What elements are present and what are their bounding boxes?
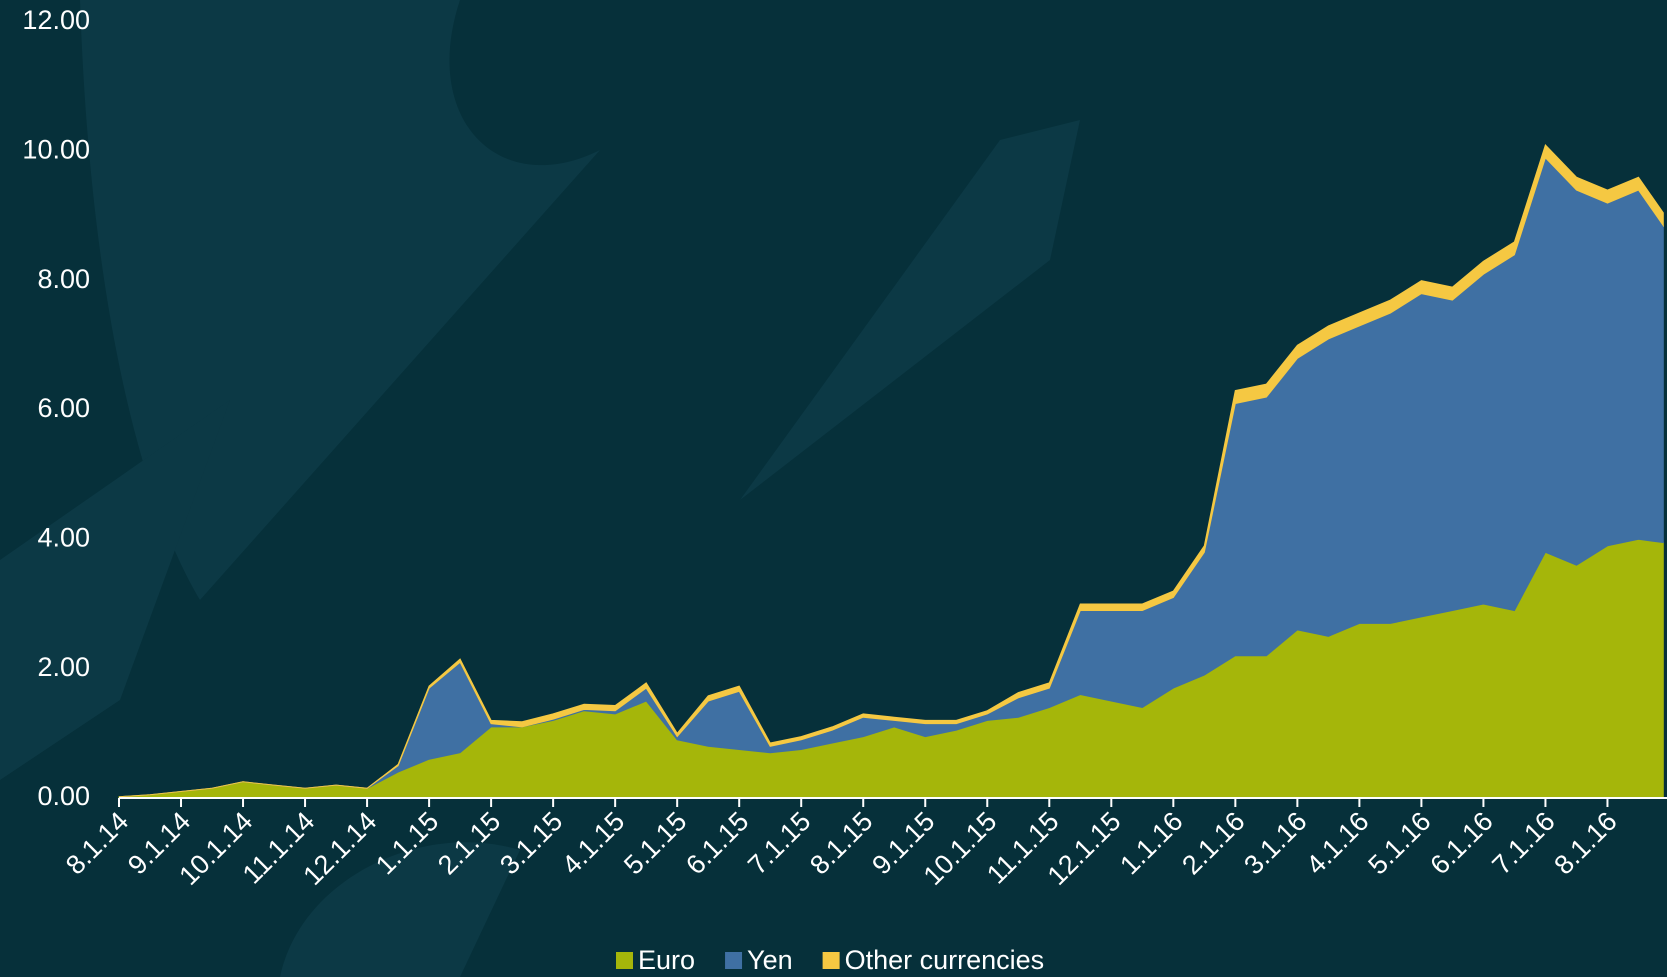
legend-label: Euro (638, 945, 695, 975)
chart: 0.002.004.006.008.0010.0012.008.1.149.1.… (0, 0, 1667, 977)
y-tick-label: 8.00 (37, 264, 90, 294)
y-tick-label: 6.00 (37, 393, 90, 423)
legend-swatch (616, 952, 633, 969)
page: {"chart_data": {"type": "stacked-area", … (0, 0, 1667, 977)
y-tick-label: 10.00 (22, 134, 90, 164)
legend-swatch (725, 952, 742, 969)
legend-swatch (823, 952, 840, 969)
y-tick-label: 2.00 (37, 652, 90, 682)
legend-label: Yen (747, 945, 793, 975)
legend-label: Other currencies (845, 945, 1045, 975)
y-tick-label: 12.00 (22, 5, 90, 35)
y-tick-label: 0.00 (37, 781, 90, 811)
y-tick-label: 4.00 (37, 522, 90, 552)
